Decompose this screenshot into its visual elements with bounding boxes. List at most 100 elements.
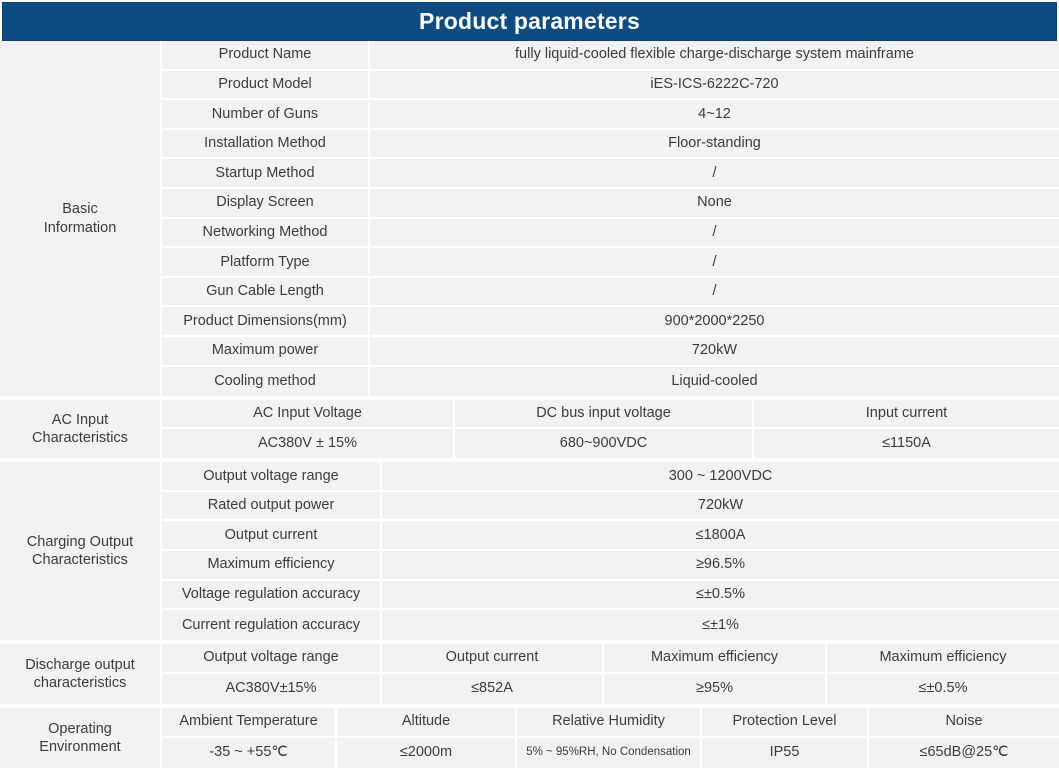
column-header: DC bus input voltage bbox=[455, 400, 754, 430]
table-row: Rated output power 720kW bbox=[162, 491, 1059, 522]
row-label: Product Model bbox=[162, 70, 370, 101]
section-body-ac-input-characteristics: AC Input Voltage DC bus input voltage In… bbox=[162, 400, 1059, 459]
row-value: 720kW bbox=[382, 491, 1059, 522]
row-label: Output current bbox=[162, 521, 382, 551]
row-label: Product Dimensions(mm) bbox=[162, 307, 370, 337]
row-label: Installation Method bbox=[162, 129, 370, 160]
table-row: Gun Cable Length / bbox=[162, 277, 1059, 308]
row-value: fully liquid-cooled flexible charge-disc… bbox=[370, 41, 1059, 71]
section-body-discharge-output-characteristics: Output voltage range Output current Maxi… bbox=[162, 643, 1059, 704]
section-body-basic-information: Product Name fully liquid-cooled flexibl… bbox=[162, 41, 1059, 397]
table-row: Cooling method Liquid-cooled bbox=[162, 366, 1059, 397]
row-value: / bbox=[370, 277, 1059, 308]
section-label-ac-input-characteristics: AC Input Characteristics bbox=[0, 400, 162, 459]
table-row: Product Model iES-ICS-6222C-720 bbox=[162, 70, 1059, 101]
row-label: Cooling method bbox=[162, 366, 370, 397]
row-value: Liquid-cooled bbox=[370, 366, 1059, 397]
row-label: Number of Guns bbox=[162, 100, 370, 130]
row-value: 4~12 bbox=[370, 100, 1059, 130]
row-value: Floor-standing bbox=[370, 129, 1059, 160]
table-header-row: AC Input Voltage DC bus input voltage In… bbox=[162, 400, 1059, 430]
column-header: Relative Humidity bbox=[517, 707, 702, 738]
table-header-row: Ambient Temperature Altitude Relative Hu… bbox=[162, 707, 1059, 738]
section-body-charging-output-characteristics: Output voltage range 300 ~ 1200VDC Rated… bbox=[162, 462, 1059, 640]
row-value: / bbox=[370, 218, 1059, 249]
section-label-charging-output-characteristics: Charging Output Characteristics bbox=[0, 462, 162, 640]
column-header: Ambient Temperature bbox=[162, 707, 337, 738]
row-label: Startup Method bbox=[162, 159, 370, 189]
table-row: Number of Guns 4~12 bbox=[162, 100, 1059, 130]
table-row: Output current ≤1800A bbox=[162, 521, 1059, 551]
table-row: Platform Type / bbox=[162, 248, 1059, 278]
table-row: AC380V±15% ≤852A ≥95% ≤±0.5% bbox=[162, 673, 1059, 704]
row-value: IP55 bbox=[702, 737, 869, 768]
row-value: ≤1800A bbox=[382, 521, 1059, 551]
row-value: ≥95% bbox=[604, 673, 827, 704]
table-row: Maximum power 720kW bbox=[162, 336, 1059, 367]
table-row: Networking Method / bbox=[162, 218, 1059, 249]
section-operating-environment: Operating Environment Ambient Temperatur… bbox=[0, 707, 1059, 770]
row-value: / bbox=[370, 159, 1059, 189]
section-label-basic-information: Basic Information bbox=[0, 41, 162, 397]
row-label: Gun Cable Length bbox=[162, 277, 370, 308]
row-label: Current regulation accuracy bbox=[162, 610, 382, 640]
row-label: Display Screen bbox=[162, 188, 370, 219]
parameters-table: Basic Information Product Name fully liq… bbox=[0, 41, 1059, 770]
table-row: Product Name fully liquid-cooled flexibl… bbox=[162, 41, 1059, 71]
section-basic-information: Basic Information Product Name fully liq… bbox=[0, 41, 1059, 401]
section-discharge-output-characteristics: Discharge output characteristics Output … bbox=[0, 643, 1059, 708]
row-value: ≤±1% bbox=[382, 610, 1059, 640]
page-title: Product parameters bbox=[419, 8, 640, 34]
row-value: iES-ICS-6222C-720 bbox=[370, 70, 1059, 101]
section-label-discharge-output-characteristics: Discharge output characteristics bbox=[0, 643, 162, 704]
row-label: Product Name bbox=[162, 41, 370, 71]
table-row: Startup Method / bbox=[162, 159, 1059, 189]
row-value: 5% ~ 95%RH, No Condensation bbox=[517, 737, 702, 768]
page-title-bar: Product parameters bbox=[2, 2, 1057, 41]
table-row: AC380V ± 15% 680~900VDC ≤1150A bbox=[162, 429, 1059, 459]
section-body-operating-environment: Ambient Temperature Altitude Relative Hu… bbox=[162, 707, 1059, 768]
row-label: Output voltage range bbox=[162, 462, 382, 492]
column-header: Altitude bbox=[337, 707, 517, 738]
column-header: Noise bbox=[869, 707, 1059, 738]
row-value: ≤65dB@25℃ bbox=[869, 737, 1059, 768]
row-value: 900*2000*2250 bbox=[370, 307, 1059, 337]
row-label: Voltage regulation accuracy bbox=[162, 580, 382, 611]
table-row: Installation Method Floor-standing bbox=[162, 129, 1059, 160]
row-value: None bbox=[370, 188, 1059, 219]
row-label: Maximum efficiency bbox=[162, 550, 382, 581]
row-label: Rated output power bbox=[162, 491, 382, 522]
row-value: 720kW bbox=[370, 336, 1059, 367]
column-header: Output current bbox=[382, 643, 604, 674]
table-row: -35 ~ +55℃ ≤2000m 5% ~ 95%RH, No Condens… bbox=[162, 737, 1059, 768]
table-row: Maximum efficiency ≥96.5% bbox=[162, 550, 1059, 581]
row-value: ≤±0.5% bbox=[382, 580, 1059, 611]
row-value: ≤852A bbox=[382, 673, 604, 704]
column-header: Maximum efficiency bbox=[827, 643, 1059, 674]
row-value: 300 ~ 1200VDC bbox=[382, 462, 1059, 492]
column-header: Output voltage range bbox=[162, 643, 382, 674]
table-row: Product Dimensions(mm) 900*2000*2250 bbox=[162, 307, 1059, 337]
table-header-row: Output voltage range Output current Maxi… bbox=[162, 643, 1059, 674]
section-charging-output-characteristics: Charging Output Characteristics Output v… bbox=[0, 462, 1059, 644]
table-row: Display Screen None bbox=[162, 188, 1059, 219]
row-label: Networking Method bbox=[162, 218, 370, 249]
row-value: AC380V±15% bbox=[162, 673, 382, 704]
row-value: AC380V ± 15% bbox=[162, 429, 455, 459]
column-header: Protection Level bbox=[702, 707, 869, 738]
row-value: ≤2000m bbox=[337, 737, 517, 768]
row-value: / bbox=[370, 248, 1059, 278]
section-ac-input-characteristics: AC Input Characteristics AC Input Voltag… bbox=[0, 400, 1059, 463]
column-header: Input current bbox=[754, 400, 1059, 430]
column-header: Maximum efficiency bbox=[604, 643, 827, 674]
row-value: ≤±0.5% bbox=[827, 673, 1059, 704]
column-header: AC Input Voltage bbox=[162, 400, 455, 430]
row-label: Maximum power bbox=[162, 336, 370, 367]
row-label: Platform Type bbox=[162, 248, 370, 278]
table-row: Output voltage range 300 ~ 1200VDC bbox=[162, 462, 1059, 492]
row-value: ≤1150A bbox=[754, 429, 1059, 459]
row-value: 680~900VDC bbox=[455, 429, 754, 459]
section-label-operating-environment: Operating Environment bbox=[0, 707, 162, 768]
table-row: Current regulation accuracy ≤±1% bbox=[162, 610, 1059, 640]
